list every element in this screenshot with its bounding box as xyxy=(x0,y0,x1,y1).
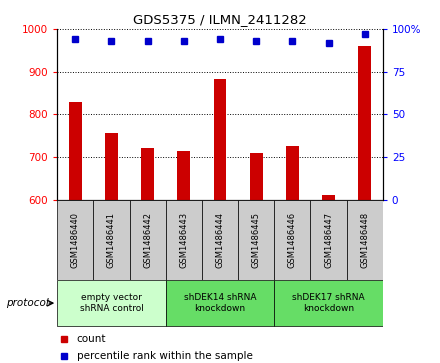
Bar xyxy=(286,146,299,200)
Text: GSM1486447: GSM1486447 xyxy=(324,212,333,268)
Bar xyxy=(202,200,238,280)
Text: empty vector
shRNA control: empty vector shRNA control xyxy=(80,293,143,313)
Bar xyxy=(93,200,129,280)
Bar xyxy=(177,151,190,200)
Bar xyxy=(359,46,371,200)
Text: GSM1486440: GSM1486440 xyxy=(71,212,80,268)
Text: protocol: protocol xyxy=(6,298,48,308)
Bar xyxy=(274,281,383,326)
Bar xyxy=(57,200,93,280)
Title: GDS5375 / ILMN_2411282: GDS5375 / ILMN_2411282 xyxy=(133,13,307,26)
Bar xyxy=(57,281,166,326)
Text: GSM1486446: GSM1486446 xyxy=(288,212,297,268)
Text: percentile rank within the sample: percentile rank within the sample xyxy=(77,351,253,361)
Bar xyxy=(214,79,226,200)
Bar xyxy=(105,133,118,200)
Bar xyxy=(322,195,335,200)
Bar xyxy=(166,281,274,326)
Bar xyxy=(250,153,263,200)
Bar xyxy=(166,200,202,280)
Text: GSM1486443: GSM1486443 xyxy=(180,212,188,268)
Text: count: count xyxy=(77,334,106,344)
Text: GSM1486441: GSM1486441 xyxy=(107,212,116,268)
Bar xyxy=(347,200,383,280)
Bar xyxy=(238,200,274,280)
Text: GSM1486442: GSM1486442 xyxy=(143,212,152,268)
Text: GSM1486445: GSM1486445 xyxy=(252,212,260,268)
Bar xyxy=(141,148,154,200)
Bar xyxy=(311,200,347,280)
Bar xyxy=(69,102,82,200)
Bar xyxy=(274,200,311,280)
Text: shDEK17 shRNA
knockdown: shDEK17 shRNA knockdown xyxy=(292,293,365,313)
Text: shDEK14 shRNA
knockdown: shDEK14 shRNA knockdown xyxy=(184,293,256,313)
Bar xyxy=(129,200,166,280)
Text: GSM1486448: GSM1486448 xyxy=(360,212,369,268)
Text: GSM1486444: GSM1486444 xyxy=(216,212,224,268)
